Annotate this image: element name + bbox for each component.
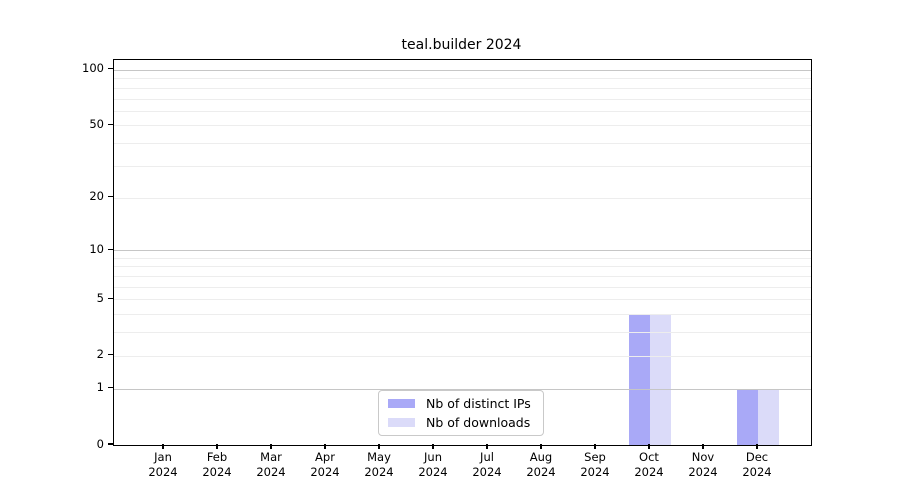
gridline-minor <box>114 110 811 112</box>
y-tick <box>108 123 113 125</box>
gridline-minor <box>114 143 811 145</box>
bar-oct-downloads <box>650 314 671 445</box>
x-tick <box>432 444 434 449</box>
x-tick-label-oct: Oct 2024 <box>621 450 677 480</box>
x-tick-label-mar: Mar 2024 <box>243 450 299 480</box>
gridline-minor <box>114 332 811 334</box>
y-tick <box>108 195 113 198</box>
x-tick <box>594 444 596 449</box>
gridline-minor <box>114 98 811 100</box>
y-tick-label: 5 <box>96 290 104 305</box>
x-tick-month: Feb <box>206 450 228 464</box>
bar-oct-distinct-ips <box>629 314 650 445</box>
x-tick-label-jun: Jun 2024 <box>405 450 461 480</box>
x-tick <box>702 444 704 449</box>
x-tick-month: Dec <box>745 450 769 464</box>
gridline-major <box>114 250 811 252</box>
x-tick-year: 2024 <box>310 465 340 479</box>
x-tick-month: Mar <box>260 450 282 464</box>
x-tick <box>270 444 272 449</box>
gridline-minor <box>114 266 811 268</box>
x-tick-year: 2024 <box>256 465 286 479</box>
y-tick-label: 20 <box>89 189 104 203</box>
x-tick <box>756 444 758 449</box>
x-tick <box>324 444 326 449</box>
x-tick-label-aug: Aug 2024 <box>513 450 569 480</box>
legend-item-downloads: Nb of downloads <box>388 415 543 431</box>
x-tick-year: 2024 <box>364 465 394 479</box>
x-tick-year: 2024 <box>418 465 448 479</box>
x-tick <box>486 444 488 449</box>
gridline-minor <box>114 355 811 357</box>
gridline-minor <box>114 286 811 288</box>
gridline-minor <box>114 314 811 316</box>
x-tick-label-jul: Jul 2024 <box>459 450 515 480</box>
x-tick-year: 2024 <box>202 465 232 479</box>
x-tick-label-may: May 2024 <box>351 450 407 480</box>
x-tick-year: 2024 <box>634 465 664 479</box>
legend-swatch-downloads <box>388 418 415 427</box>
x-tick-label-nov: Nov 2024 <box>675 450 731 480</box>
x-tick-month: Aug <box>529 450 553 464</box>
bar-dec-distinct-ips <box>737 388 758 445</box>
y-tick-label: 2 <box>96 347 104 362</box>
x-tick <box>378 444 380 449</box>
gridline-minor <box>114 87 811 89</box>
gridline-minor <box>114 125 811 127</box>
gridline-minor <box>114 299 811 301</box>
x-tick-month: Nov <box>691 450 715 464</box>
legend-item-distinct-ips: Nb of distinct IPs <box>388 396 543 412</box>
y-tick-label: 1 <box>96 380 104 395</box>
x-tick-year: 2024 <box>526 465 556 479</box>
x-tick-label-jan: Jan 2024 <box>135 450 191 480</box>
gridline-minor <box>114 197 811 199</box>
x-tick-year: 2024 <box>688 465 718 479</box>
y-tick-label: 50 <box>89 116 104 131</box>
x-tick-month: Oct <box>639 450 659 464</box>
y-tick <box>108 354 113 356</box>
x-tick-label-feb: Feb 2024 <box>189 450 245 480</box>
x-tick-month: Jan <box>154 450 172 464</box>
y-tick <box>108 387 113 389</box>
y-tick <box>108 443 113 445</box>
x-tick-month: Apr <box>315 450 335 464</box>
legend: Nb of distinct IPs Nb of downloads <box>378 390 544 436</box>
x-tick-label-dec: Dec 2024 <box>729 450 785 480</box>
legend-label-distinct-ips: Nb of distinct IPs <box>426 395 531 411</box>
gridline-major <box>114 69 811 71</box>
x-tick <box>162 444 164 449</box>
legend-swatch-distinct-ips <box>388 399 415 408</box>
x-tick-month: May <box>367 450 391 464</box>
x-tick-month: Jun <box>424 450 442 464</box>
gridline-minor <box>114 78 811 80</box>
x-tick <box>216 444 218 449</box>
x-tick-year: 2024 <box>742 465 772 479</box>
x-tick-month: Jul <box>480 450 494 464</box>
y-tick-label: 100 <box>82 61 104 76</box>
bar-dec-downloads <box>758 388 779 445</box>
x-tick-label-sep: Sep 2024 <box>567 450 623 480</box>
x-tick <box>540 444 542 449</box>
plot-area <box>113 59 812 446</box>
legend-label-downloads: Nb of downloads <box>426 414 531 430</box>
x-tick-year: 2024 <box>472 465 502 479</box>
y-tick-label: 10 <box>89 241 104 256</box>
y-tick <box>108 68 113 70</box>
gridline-minor <box>114 257 811 259</box>
chart-title: teal.builder 2024 <box>401 37 522 53</box>
x-tick-label-apr: Apr 2024 <box>297 450 353 480</box>
x-tick-month: Sep <box>584 450 606 464</box>
gridline-minor <box>114 165 811 167</box>
y-tick-label: 0 <box>96 436 104 451</box>
x-tick-year: 2024 <box>148 465 178 479</box>
x-tick-year: 2024 <box>580 465 610 479</box>
y-tick <box>108 297 113 299</box>
x-tick <box>648 444 650 449</box>
y-tick <box>108 248 113 250</box>
gridline-minor <box>114 276 811 277</box>
